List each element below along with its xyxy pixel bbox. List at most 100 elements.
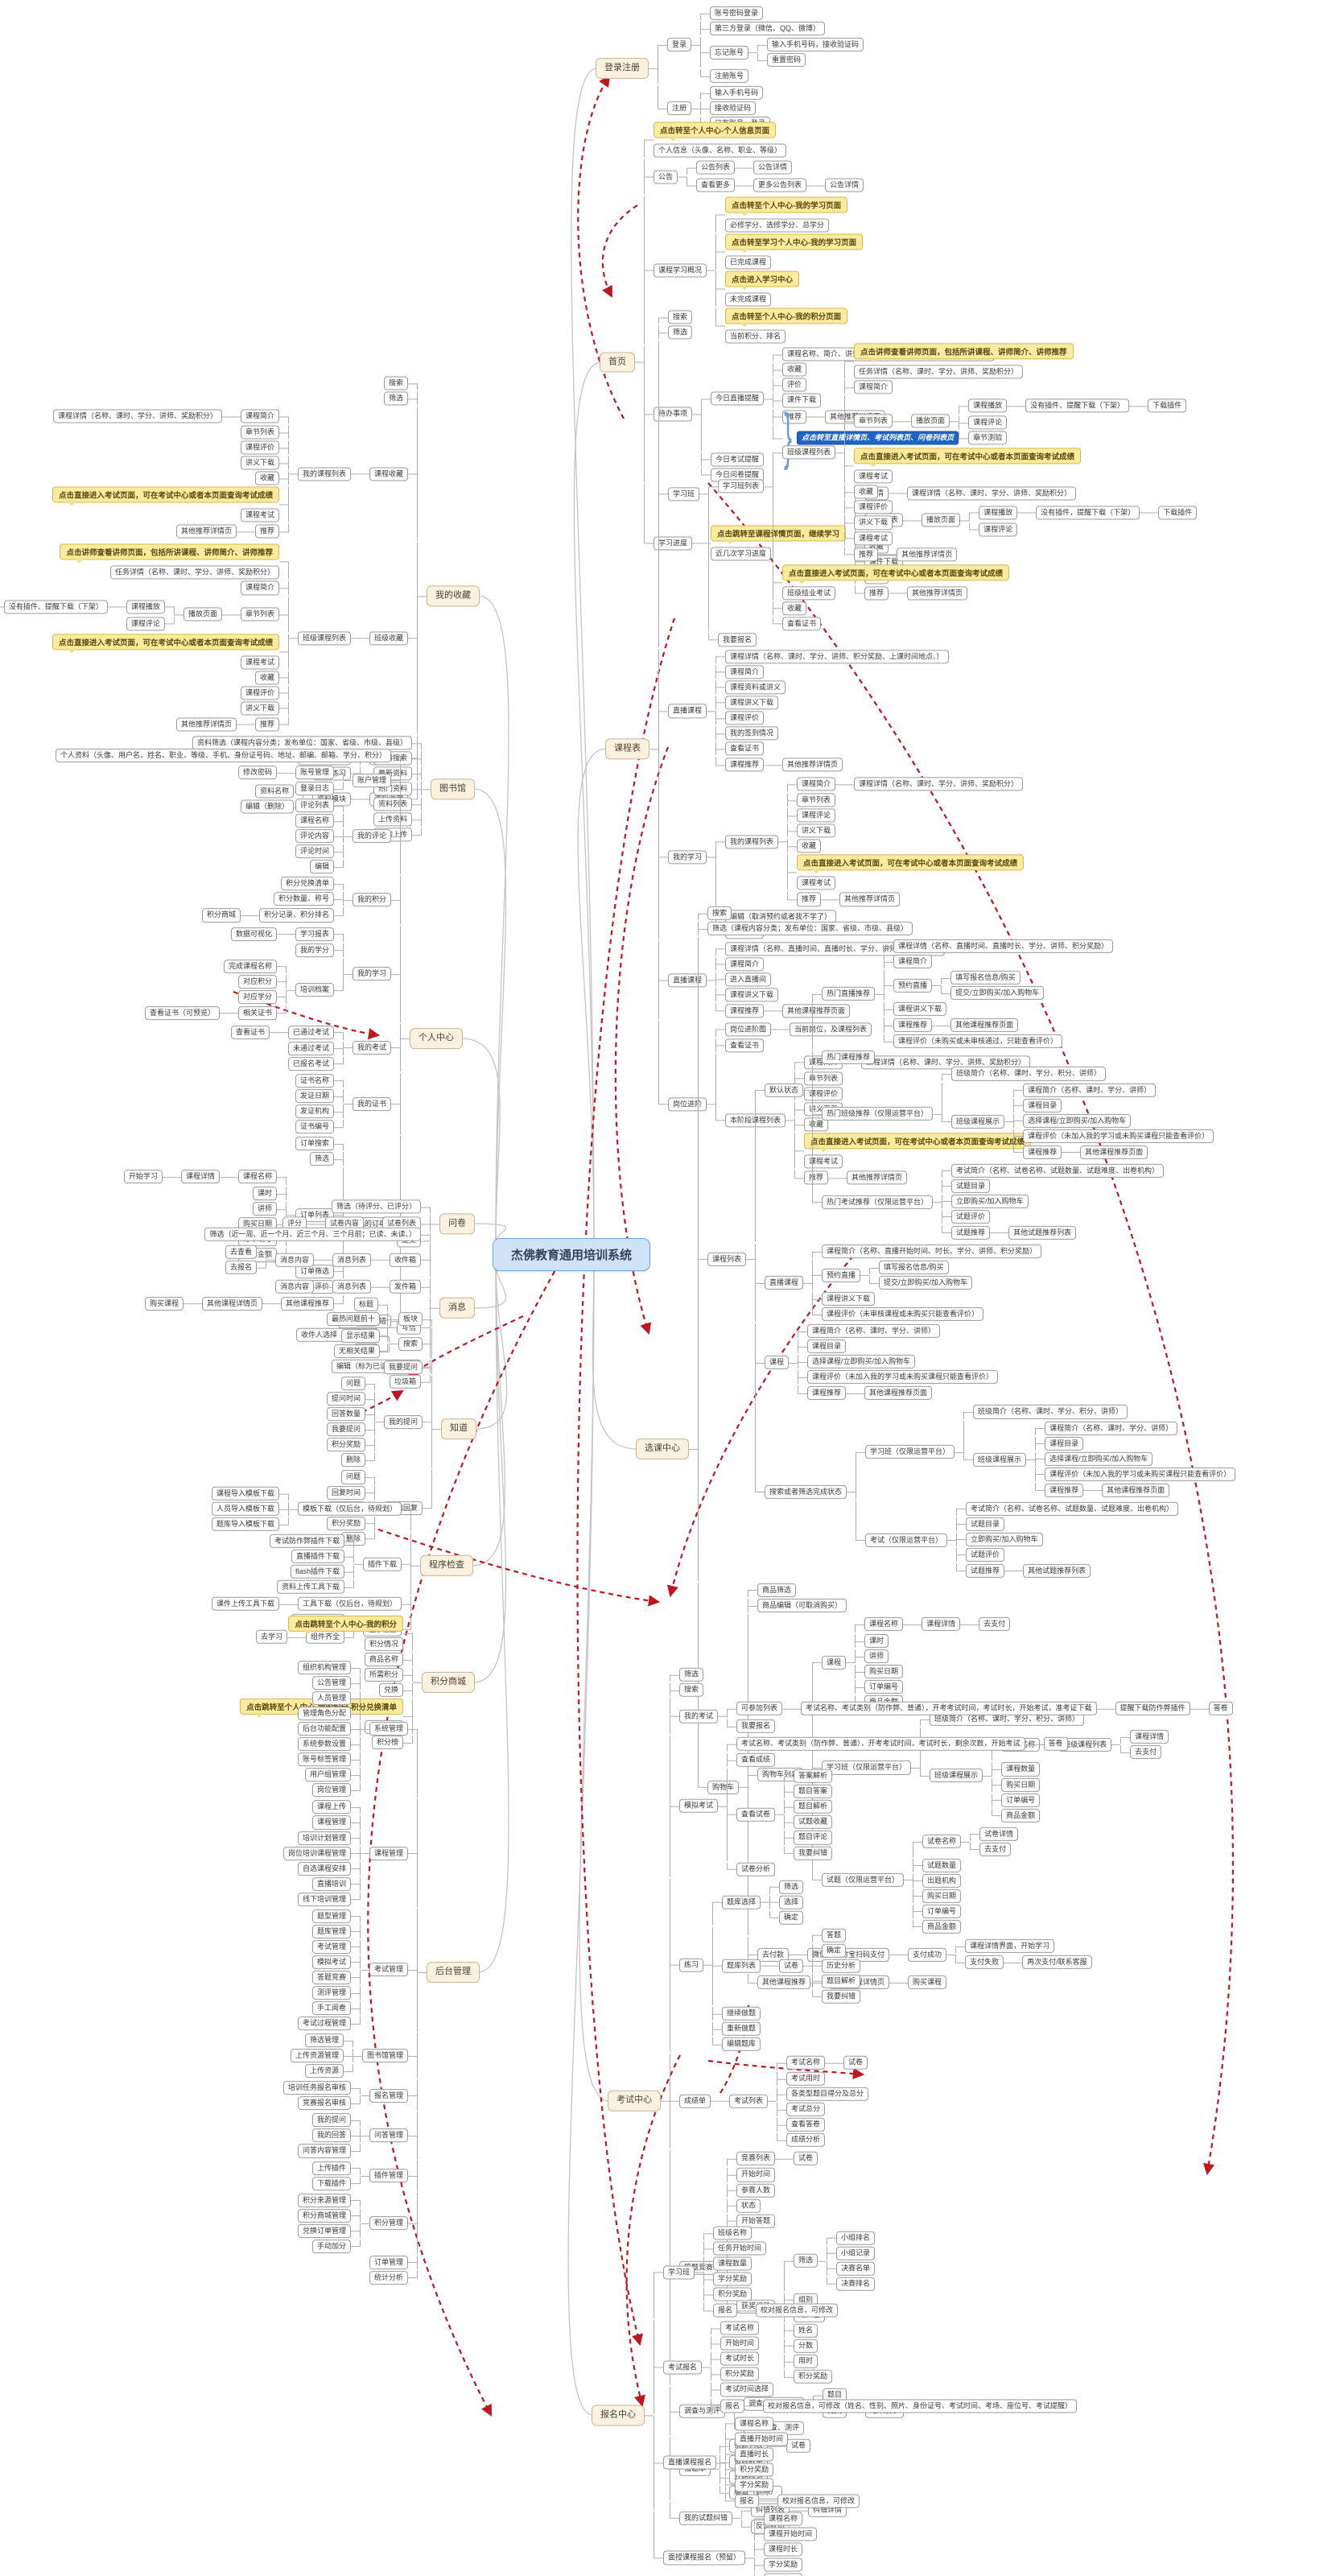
mindmap-node[interactable]: 课程资料或讲义 <box>725 680 786 695</box>
mindmap-node[interactable]: 输入手机号码 <box>710 86 764 101</box>
mindmap-node[interactable]: 登录日志 <box>295 782 334 796</box>
mindmap-node[interactable]: 我的考试 <box>679 1709 728 1724</box>
callout[interactable]: 点击转至个人中心-个人信息页面 <box>654 122 777 142</box>
mindmap-node[interactable]: 积分奖励 <box>713 2287 753 2301</box>
callout[interactable]: 点击直接进入考试页面，可在考试中心或者本页面查询考试成绩 <box>804 1133 1032 1153</box>
mindmap-node[interactable]: 决赛排名 <box>836 2277 876 2291</box>
mindmap-node[interactable]: 题目 <box>823 2388 847 2402</box>
mindmap-node[interactable]: 近几次学习进度 <box>711 547 772 561</box>
mindmap-node[interactable]: 任务详情（名称、课时、学分、讲师、奖励积分） <box>109 565 279 580</box>
mindmap-node[interactable]: 课时 <box>864 1634 889 1649</box>
mindmap-node[interactable]: 去付款 <box>757 1947 798 1962</box>
mindmap-node[interactable]: 商品筛选 <box>757 1583 797 1597</box>
mindmap-node[interactable]: 分数 <box>794 2339 819 2353</box>
mindmap-node[interactable]: 班级课程列表 <box>1058 1737 1121 1752</box>
mindmap-node[interactable]: 选择课程/立即购买/加入购物车 <box>1045 1451 1153 1466</box>
mindmap-node[interactable]: 今日直播提醒 <box>711 391 773 406</box>
mindmap-node[interactable]: 评论内容 <box>295 829 334 844</box>
mindmap-node[interactable]: 删除 <box>340 1453 365 1468</box>
mindmap-node[interactable]: 预约直播 <box>893 978 942 993</box>
mindmap-node[interactable]: 课程管理 <box>311 1815 351 1830</box>
mindmap-node[interactable]: 报名 <box>713 2303 747 2318</box>
mindmap-node[interactable]: 积分商城 <box>201 908 241 923</box>
mindmap-node[interactable]: 课程评价（未加入我的学习或未购买课程只能查看评价） <box>1023 1129 1214 1143</box>
mindmap-node[interactable]: 班级简介（名称、课时、学分、积分、讲师） <box>951 1067 1107 1081</box>
mindmap-node[interactable]: 搜索 <box>679 1682 704 1697</box>
mindmap-node[interactable]: 班级简介（名称、课时、学分、积分、讲师） <box>973 1405 1128 1419</box>
callout[interactable]: 点击转至个人中心-我的积分页面 <box>725 308 848 328</box>
mindmap-node[interactable]: 课程详情（名称、课时、学分、讲师、奖励积分） <box>861 1055 1031 1070</box>
mindmap-node[interactable]: 课程评价（未购买或未审核通过，只能查看评价） <box>893 1034 1063 1049</box>
mindmap-node[interactable]: 当前积分、排名 <box>725 329 786 344</box>
mindmap-node[interactable]: 学分奖励 <box>764 2557 803 2572</box>
mindmap-node[interactable]: 账户管理 <box>343 773 391 787</box>
mindmap-node[interactable]: 我的提问 <box>374 1414 423 1429</box>
mindmap-node[interactable]: 试卷 <box>779 1959 813 1973</box>
mindmap-node[interactable]: 再次支付/联系客服 <box>1022 1955 1092 1970</box>
mindmap-node[interactable]: 其他试题推荐列表 <box>1023 1563 1091 1578</box>
mindmap-node[interactable]: 试卷详情 <box>979 1827 1019 1841</box>
mindmap-node[interactable]: 岗位培训课程管理 <box>282 1846 351 1860</box>
mindmap-node[interactable]: 播放页面 <box>922 513 970 527</box>
mindmap-node[interactable]: 其他推荐详情页 <box>782 758 843 772</box>
mindmap-node[interactable]: 题库管理 <box>311 1924 351 1938</box>
mindmap-node[interactable]: 上传资源 <box>304 2064 344 2079</box>
mindmap-node[interactable]: 章节列表 <box>804 1071 843 1086</box>
mindmap-node[interactable]: 查看证书（可预览） <box>144 1005 220 1020</box>
mindmap-node[interactable]: 课程讲义下载 <box>822 1292 876 1307</box>
mindmap-node[interactable]: 商品金额 <box>1001 1808 1041 1823</box>
mindmap-node[interactable]: 考试名称 <box>720 2321 760 2335</box>
mindmap-node[interactable]: 推荐 <box>854 547 888 561</box>
mindmap-node[interactable]: 下载插件 <box>1148 398 1187 413</box>
mindmap-node[interactable]: 查看证书 <box>725 1038 765 1053</box>
mindmap-node[interactable]: 培训任务报名审核 <box>282 2081 351 2095</box>
mindmap-node[interactable]: 考试名称、考试类别（防作弊、普通），开考考试时间，考试时长，开始考试，准考证下载 <box>801 1701 1106 1715</box>
mindmap-node[interactable]: 课程名称 <box>864 1616 913 1632</box>
mindmap-node[interactable]: 我的签到情况 <box>725 726 779 741</box>
mindmap-node[interactable]: 公告 <box>654 170 687 184</box>
mindmap-node[interactable]: 课程评价 <box>725 711 765 725</box>
mindmap-node[interactable]: 我要纠错 <box>794 1846 833 1860</box>
mindmap-node[interactable]: 考试管理 <box>311 1939 351 1954</box>
mindmap-node[interactable]: 积分榜 <box>371 1736 403 1750</box>
mindmap-node[interactable]: 热门课程推荐 <box>822 1051 876 1065</box>
mindmap-node[interactable]: 课程简介（名称、直播开始时间、时长、学分、讲师、积分奖励） <box>822 1244 1042 1258</box>
mindmap-node[interactable]: 发证日期 <box>295 1089 334 1104</box>
mindmap-node[interactable]: 各类型题目得分及总分 <box>786 2087 869 2101</box>
mindmap-node[interactable]: 班级课程展示 <box>930 1768 992 1782</box>
mindmap-node[interactable]: 课程详情（名称、课时、学分、讲师、奖励积分） <box>907 486 1077 501</box>
mindmap-node[interactable]: 班级课程展示 <box>973 1452 1036 1467</box>
callout[interactable]: 点击讲师查看讲师页面，包括所讲课程、讲师简介、讲师推荐 <box>60 543 279 564</box>
mindmap-node[interactable]: 去支付 <box>979 1842 1012 1856</box>
mindmap-node[interactable]: 购买日期 <box>922 1889 962 1903</box>
callout[interactable]: 点击跳转至课程详情页面，继续学习 <box>711 525 847 545</box>
mindmap-node[interactable]: 试题推荐 <box>951 1225 1000 1240</box>
mindmap-node[interactable]: 其他课程推荐 <box>271 1296 334 1311</box>
mindmap-node[interactable]: 问题 <box>340 1470 365 1484</box>
mindmap-node[interactable]: 班级课程列表 <box>288 631 351 646</box>
mindmap-node[interactable]: 成绩分析 <box>786 2133 826 2148</box>
mindmap-node[interactable]: 账号密码登录 <box>710 6 764 20</box>
mindmap-node[interactable]: 直播课程 <box>668 973 716 988</box>
mindmap-node[interactable]: 我要提问 <box>383 1360 423 1375</box>
mindmap-node[interactable]: 参赛人数 <box>736 2183 776 2198</box>
mindmap-node[interactable]: 个人信息（头像、名称、职业、等级） <box>654 143 787 158</box>
mindmap-node[interactable]: 管理角色分配 <box>297 1707 351 1721</box>
mindmap-node[interactable]: 考试名称、考试类别（防作弊、普通），开考考试时间，考试时长，剩余次数，开始考试 <box>736 1736 1034 1751</box>
mindmap-node[interactable]: 我的学分 <box>295 943 334 957</box>
mindmap-node[interactable]: 资料上传工具下载 <box>276 1580 344 1595</box>
mindmap-node[interactable]: 筛选（待评分、已评分） <box>331 1199 421 1214</box>
mindmap-node[interactable]: 报名 <box>735 2494 769 2508</box>
mindmap-node[interactable]: 模拟考试 <box>311 1955 351 1969</box>
mindmap-node[interactable]: 状态 <box>736 2198 761 2213</box>
mindmap-node[interactable]: 今日考试提醒 <box>711 452 765 467</box>
branch-root-library[interactable]: 图书馆 <box>422 778 475 799</box>
mindmap-node[interactable]: 热门班级推荐（仅限运营平台） <box>822 1107 942 1121</box>
mindmap-node[interactable]: 没有插件、提醒下载（下架） <box>1025 398 1139 413</box>
mindmap-node[interactable]: 积分奖励 <box>720 2367 760 2381</box>
mindmap-node[interactable]: 确定 <box>822 1943 847 1958</box>
mindmap-node[interactable]: 搜索 <box>668 310 693 324</box>
mindmap-node[interactable]: 其他推荐详情页 <box>897 547 958 561</box>
mindmap-node[interactable]: 插件下载 <box>353 1557 402 1571</box>
mindmap-node[interactable]: 课程导入模板下载 <box>211 1486 279 1501</box>
